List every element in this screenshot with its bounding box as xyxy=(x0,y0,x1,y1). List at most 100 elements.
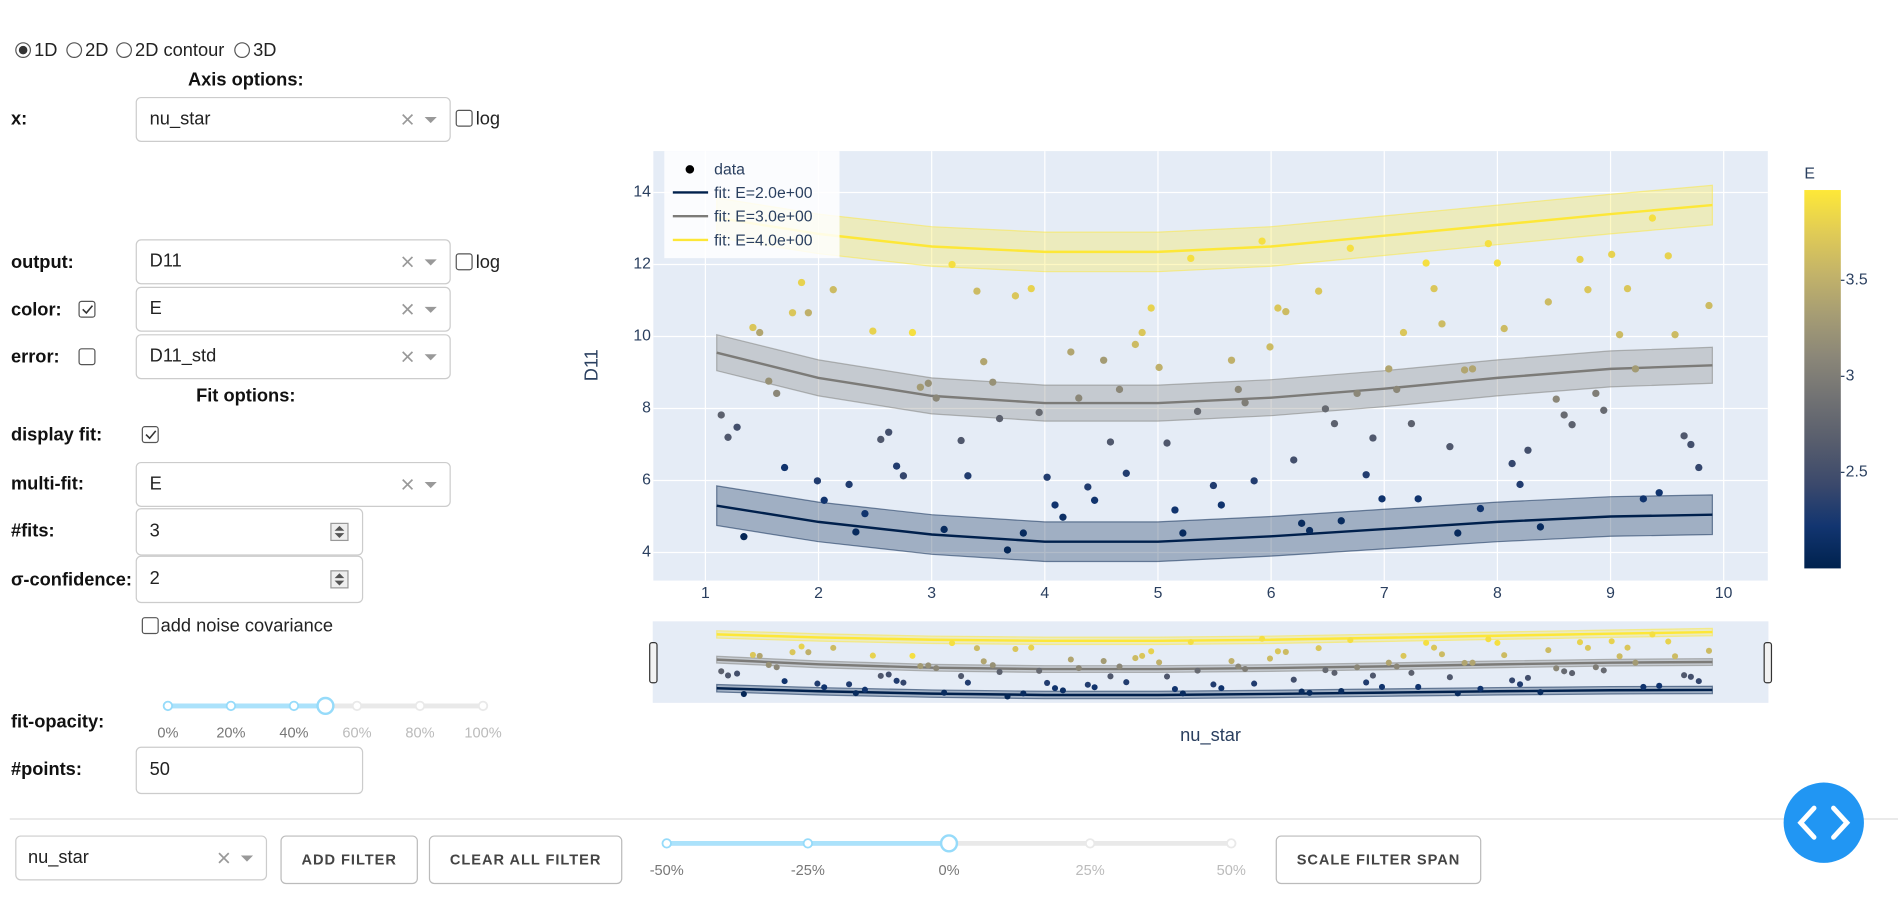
mini-data-point xyxy=(1187,638,1194,646)
x-select-value: nu_star xyxy=(150,107,211,129)
color-select-value: E xyxy=(150,297,162,318)
x-select[interactable] xyxy=(135,96,451,142)
log-label: log xyxy=(476,107,500,128)
code-toggle-button[interactable] xyxy=(1783,782,1864,863)
range-handle[interactable] xyxy=(649,642,658,684)
fits-input-value: 3 xyxy=(150,520,160,541)
data-point xyxy=(908,328,917,337)
mini-data-point xyxy=(1322,667,1329,674)
data-point xyxy=(1524,446,1532,454)
mini-data-point xyxy=(1036,667,1043,674)
color-select-clear xyxy=(402,303,414,315)
mini-data-point xyxy=(1290,676,1297,683)
confidence-input[interactable] xyxy=(135,555,364,604)
output-select[interactable] xyxy=(135,239,451,285)
mini-data-point xyxy=(1705,647,1713,654)
add-filter-button[interactable] xyxy=(280,835,418,885)
mini-data-point xyxy=(980,658,987,665)
noise-checkbox[interactable] xyxy=(141,617,159,635)
range-handle[interactable] xyxy=(1763,642,1773,684)
data-point xyxy=(1209,481,1218,490)
mini-data-point xyxy=(1423,639,1430,646)
mini-data-point xyxy=(1561,668,1568,675)
color-select[interactable] xyxy=(135,286,451,332)
mini-data-point xyxy=(1385,659,1392,666)
filter-select[interactable] xyxy=(15,835,268,881)
mini-data-point xyxy=(718,668,725,675)
x-tick-label: 10 xyxy=(1715,585,1733,602)
x-tick-label: 5 xyxy=(1154,585,1163,602)
mini-fit-line xyxy=(716,687,1713,697)
mini-data-point xyxy=(1139,652,1146,659)
opacity-slider-dot xyxy=(162,700,174,712)
clear-filter-button[interactable] xyxy=(428,835,623,885)
field-label: color: xyxy=(11,298,62,319)
mini-data-point xyxy=(1020,690,1027,697)
field-label: #fits: xyxy=(11,520,55,541)
mini-data-point xyxy=(1100,658,1107,665)
mini-data-point xyxy=(724,672,732,679)
data-point xyxy=(916,383,925,391)
fit-band xyxy=(716,485,1713,563)
mini-data-point xyxy=(1649,631,1656,638)
mini-data-point xyxy=(1107,673,1114,680)
mode-radio[interactable] xyxy=(116,42,133,59)
opacity-slider-mark-label: 80% xyxy=(405,726,434,742)
mini-data-point xyxy=(1576,639,1584,646)
mini-data-point xyxy=(1354,664,1361,671)
mini-data-point xyxy=(1624,644,1631,651)
data-point xyxy=(1393,385,1401,394)
display-fit-checkbox-check xyxy=(145,430,157,440)
mini-data-point xyxy=(1059,687,1066,694)
fits-input[interactable] xyxy=(135,508,364,556)
mini-data-point xyxy=(1687,673,1694,680)
scale-filter-button[interactable] xyxy=(1275,835,1482,885)
data-point xyxy=(1378,495,1386,503)
data-point xyxy=(1623,284,1632,293)
points-input[interactable] xyxy=(135,746,364,795)
mini-data-point xyxy=(1608,638,1615,645)
data-point xyxy=(877,435,885,444)
y-tick-label: 14 xyxy=(633,184,651,201)
color-checkbox[interactable] xyxy=(78,300,96,318)
mini-data-point xyxy=(1148,648,1155,655)
x-select-caret xyxy=(424,117,437,124)
opacity-slider-dot xyxy=(225,700,237,712)
data-point xyxy=(1615,331,1624,339)
data-point xyxy=(724,433,732,441)
fits-input-spin[interactable] xyxy=(330,522,349,542)
confidence-input-spin[interactable] xyxy=(330,570,349,589)
error-checkbox[interactable] xyxy=(78,348,96,366)
data-point xyxy=(1051,501,1059,509)
filter-slider-handle[interactable] xyxy=(939,834,959,853)
mode-radio[interactable] xyxy=(66,42,83,59)
mini-data-point xyxy=(1632,659,1639,666)
mini-data-point xyxy=(1075,665,1082,672)
mini-data-point xyxy=(1363,679,1370,686)
mini-data-point xyxy=(1616,653,1623,660)
checkbox-label: add noise covariance xyxy=(161,615,333,636)
x-tick-label: 2 xyxy=(814,585,823,602)
data-point xyxy=(1476,504,1485,513)
data-point xyxy=(1003,546,1012,554)
mini-data-point xyxy=(1091,684,1098,691)
multi-fit-select[interactable] xyxy=(135,461,451,507)
x-tick-label: 9 xyxy=(1606,585,1615,602)
display-fit-checkbox[interactable] xyxy=(141,426,159,444)
data-point xyxy=(1075,394,1083,402)
x-log-checkbox[interactable] xyxy=(455,109,473,127)
mini-data-point xyxy=(949,640,956,647)
data-point xyxy=(1399,328,1408,337)
error-select[interactable] xyxy=(135,334,451,380)
mini-data-point xyxy=(1123,679,1130,686)
mode-radio[interactable] xyxy=(234,42,251,59)
data-point xyxy=(1460,366,1469,374)
y-axis-title: D11 xyxy=(580,349,601,381)
opacity-slider-handle[interactable] xyxy=(316,696,335,716)
data-point xyxy=(1687,440,1695,449)
data-point xyxy=(1217,501,1225,509)
data-point xyxy=(995,414,1004,423)
data-point xyxy=(1671,331,1679,339)
output-log-checkbox[interactable] xyxy=(455,253,473,271)
